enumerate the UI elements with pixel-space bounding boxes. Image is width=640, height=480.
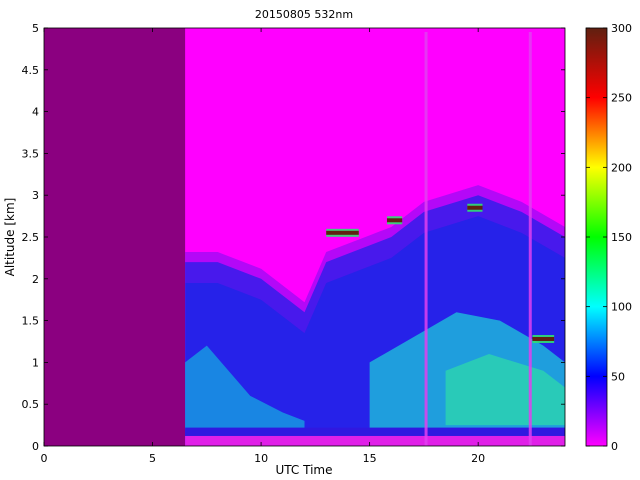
x-tick-label: 15	[363, 452, 377, 465]
x-axis-label: UTC Time	[276, 463, 333, 477]
x-tick-label: 5	[149, 452, 156, 465]
y-tick-label: 3.5	[22, 147, 40, 160]
colorbar-tick-label: 150	[611, 231, 632, 244]
colorbar-tick-label: 100	[611, 301, 632, 314]
y-tick-label: 4	[32, 106, 39, 119]
cloud-layer	[326, 230, 359, 235]
y-tick-label: 1.5	[22, 315, 40, 328]
surface-ground	[185, 435, 565, 446]
y-tick-label: 2.5	[22, 231, 40, 244]
y-tick-label: 0.5	[22, 398, 40, 411]
x-tick-label: 10	[254, 452, 268, 465]
x-axis: 0 5 10 15 20	[41, 28, 485, 465]
cloud-layer	[532, 336, 555, 341]
colorbar-tick-label: 50	[611, 370, 625, 383]
afternoon-aerosol-core	[445, 354, 565, 426]
y-tick-label: 1	[32, 356, 39, 369]
x-tick-label: 0	[41, 452, 48, 465]
y-tick-label: 0	[32, 440, 39, 453]
surface-layer	[185, 427, 565, 436]
y-tick-label: 3	[32, 189, 39, 202]
colorbar-tick-label: 250	[611, 92, 632, 105]
y-tick-label: 5	[32, 22, 39, 35]
y-axis-label: Altitude [km]	[3, 198, 17, 277]
y-tick-label: 4.5	[22, 64, 40, 77]
data-gap-column	[528, 32, 532, 446]
cloud-layer	[467, 205, 483, 210]
cloud-layer	[386, 218, 403, 223]
colorbar-axis: 0 50 100 150 200 250 300	[586, 22, 632, 453]
chart-title: 20150805 532nm	[255, 8, 353, 21]
colorbar-tick-label: 300	[611, 22, 632, 35]
colorbar-tick-label: 0	[611, 440, 618, 453]
y-tick-label: 2	[32, 273, 39, 286]
y-axis: 0 0.5 1 1.5 2 2.5 3 3.5 4 4.5 5	[22, 22, 565, 453]
plot-area	[44, 28, 565, 446]
boundary-layer-edge	[185, 185, 565, 334]
near-surface-aerosol	[185, 345, 305, 430]
colorbar-tick-label: 200	[611, 161, 632, 174]
data-gap-column	[424, 32, 428, 446]
x-tick-label: 20	[471, 452, 485, 465]
